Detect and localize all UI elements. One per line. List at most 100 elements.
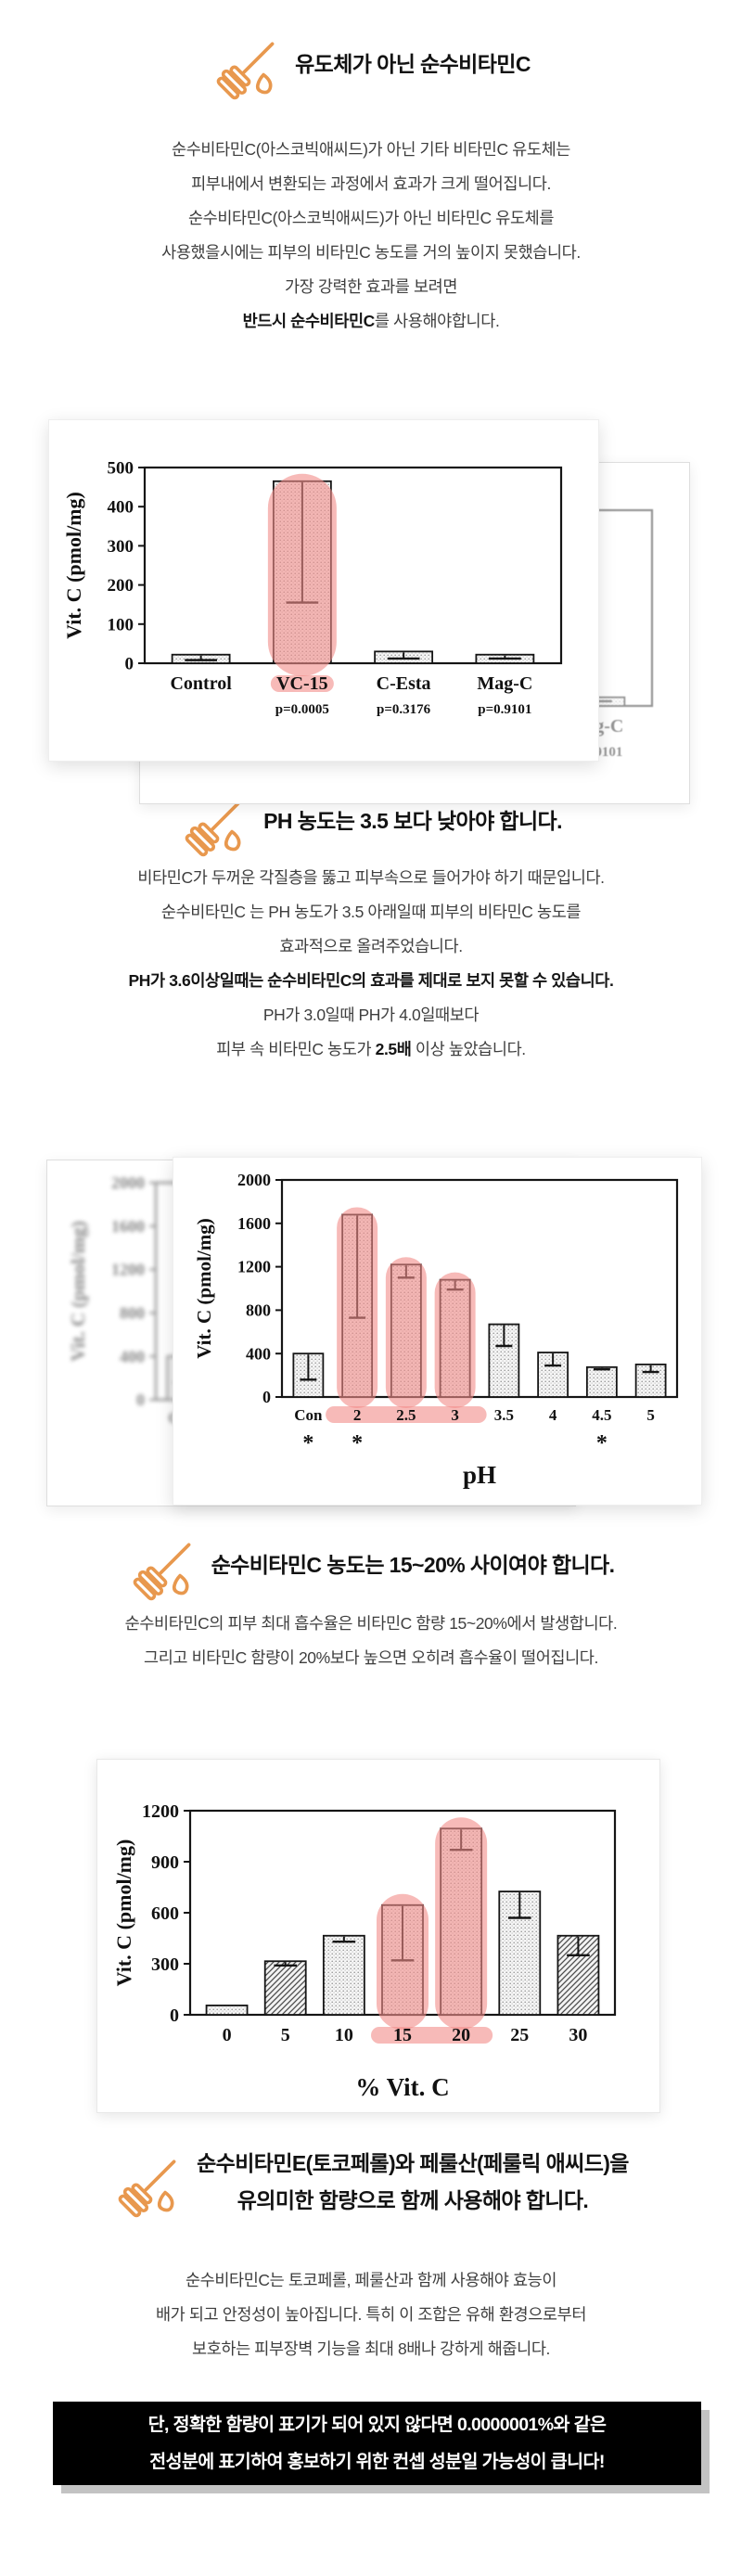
warning-line: 전성분에 표기하여 홍보하기 위한 컨셉 성분일 가능성이 큽니다! <box>149 2452 605 2472</box>
chart-3-card: 0 300 600 900 1200 Vit. C (pmol/mg) 0 5 10 15 20 25… <box>96 1759 660 2113</box>
paragraph-line: 순수비타민C는 토코페롤, 페룰산과 함께 사용해야 효능이 <box>185 2271 557 2289</box>
p-value-label: p=0.9101 <box>478 702 531 717</box>
x-tick-label: 5 <box>646 1406 655 1424</box>
paragraph-line: 사용했을시에는 피부의 비타민C 농도를 거의 높이지 못했습니다. <box>161 243 581 262</box>
significance-asterisk: * <box>302 1431 313 1455</box>
x-tick-label: 4 <box>549 1406 557 1424</box>
honey-dipper-icon <box>128 1529 200 1601</box>
y-tick-label: 1200 <box>237 1258 271 1276</box>
paragraph-line: 반드시 순수비타민C를 사용해야합니다. <box>242 312 500 330</box>
section-1-title: 유도체가 아닌 순수비타민C <box>295 45 531 83</box>
significance-asterisk: * <box>352 1431 363 1455</box>
significance-asterisk: * <box>596 1431 608 1455</box>
honey-dipper-icon <box>180 785 252 857</box>
y-tick-label: 0 <box>125 654 134 673</box>
y-tick-label: 400 <box>108 498 134 518</box>
honey-dipper-icon <box>211 28 284 100</box>
y-tick-label: 600 <box>151 1903 179 1924</box>
honey-dipper-icon <box>216 42 275 100</box>
y-tick-label: 1200 <box>111 1261 145 1279</box>
bar-highlight <box>435 1817 488 2030</box>
y-axis-label: Vit. C (pmol/mg) <box>112 1839 135 1987</box>
x-tick-label: Con <box>294 1406 323 1424</box>
x-axis-label: % Vit. C <box>355 2073 449 2101</box>
chart-1-card: 0 100 200 300 400 500 Vit. C (pmol/mg) Control V… <box>48 419 599 762</box>
bar-highlight <box>434 1272 476 1408</box>
chart-svg: 0 400 800 1200 1600 2000 Vit. C (pmol/mg) Con * 2… <box>193 1171 679 1489</box>
paragraph-line: 가장 강력한 효과를 보려면 <box>284 277 458 296</box>
y-tick-label: 800 <box>120 1304 145 1323</box>
section-title-line: 순수비타민E(토코페롤)와 페룰산(페룰릭 애씨드)을 <box>197 2151 629 2175</box>
y-tick-label: 400 <box>120 1347 145 1365</box>
y-tick-label: 300 <box>151 1954 179 1975</box>
chart-svg: 0 300 600 900 1200 Vit. C (pmol/mg) 0 5 10 15 20 25… <box>112 1801 617 2101</box>
bar-highlight <box>377 1893 429 2030</box>
paragraph-line: 순수비타민C(아스코빅애씨드)가 아닌 기타 비타민C 유도체는 <box>172 140 570 159</box>
y-tick-label: 100 <box>108 615 134 634</box>
x-tick-label: 2 <box>353 1406 362 1424</box>
x-tick-label: 15 <box>393 2025 412 2045</box>
paragraph-line: 순수비타민C 는 PH 농도가 3.5 아래일때 피부의 비타민C 농도를 <box>160 903 582 921</box>
warning-line: 단, 정확한 함량이 표기가 되어 있지 않다면 0.0000001%와 같은 <box>147 2415 607 2435</box>
x-tick-label: C-Esta <box>377 673 431 694</box>
paragraph-line: 효과적으로 올려주었습니다. <box>279 937 463 955</box>
honey-dipper-icon <box>113 2146 186 2218</box>
section-title-line: 순수비타민C 농도는 15~20% 사이여야 합니다. <box>211 1553 615 1577</box>
section-3-title: 순수비타민C 농도는 15~20% 사이여야 합니다. <box>211 1546 615 1583</box>
bar-10 <box>322 1934 365 2016</box>
y-tick-label: 0 <box>262 1388 271 1406</box>
x-tick-label: Control <box>170 673 232 694</box>
y-tick-label: 200 <box>108 576 134 596</box>
x-tick-label: 3 <box>451 1406 459 1424</box>
section-title-line: 유의미한 함량으로 함께 사용해야 합니다. <box>237 2188 589 2212</box>
y-axis-label: Vit. C (pmol/mg) <box>193 1218 215 1358</box>
x-tick-label: Mag-C <box>477 673 532 694</box>
y-tick-label: 0 <box>170 2006 179 2026</box>
x-tick-label: 20 <box>452 2025 470 2045</box>
x-tick-label: 30 <box>569 2025 587 2045</box>
warning-banner: 단, 정확한 함량이 표기가 되어 있지 않다면 0.0000001%와 같은 … <box>53 2402 701 2485</box>
y-tick-label: 300 <box>108 537 134 557</box>
y-tick-label: 900 <box>151 1852 179 1873</box>
y-tick-label: 800 <box>246 1301 271 1320</box>
x-tick-label: 2.5 <box>396 1406 416 1424</box>
y-axis-label: Vit. C (pmol/mg) <box>67 1221 89 1361</box>
honey-dipper-icon <box>185 799 243 857</box>
label-highlight <box>270 675 334 692</box>
x-tick-label: 5 <box>281 2025 290 2045</box>
label-highlight <box>371 2027 493 2044</box>
x-tick-label: 0 <box>223 2025 232 2045</box>
paragraph-line: 피부 속 비타민C 농도가 2.5배 이상 높았습니다. <box>216 1040 526 1058</box>
x-tick-label: 25 <box>510 2025 529 2045</box>
bar-5 <box>263 1960 307 2016</box>
y-tick-label: 0 <box>136 1391 145 1409</box>
y-tick-label: 2000 <box>111 1173 145 1192</box>
section-1-paragraph: 순수비타민C(아스코빅애씨드)가 아닌 기타 비타민C 유도체는 피부내에서 변환… <box>17 133 725 339</box>
x-axis-label: pH <box>463 1461 496 1489</box>
p-value-label: p=0.3176 <box>377 702 431 717</box>
paragraph-line: 배가 되고 안정성이 높아집니다. 특히 이 조합은 유해 환경으로부터 <box>155 2305 587 2324</box>
y-tick-label: 400 <box>246 1344 271 1363</box>
section-3-paragraph: 순수비타민C의 피부 최대 흡수율은 비타민C 함량 15~20%에서 발생합니… <box>17 1607 725 1675</box>
paragraph-line: 비타민C가 두꺼운 각질층을 뚫고 피부속으로 들어가야 하기 때문입니다. <box>137 868 605 887</box>
section-4-header: 순수비타민E(토코페롤)와 페룰산(페룰릭 애씨드)을 유의미한 함량으로 함께… <box>0 2145 742 2219</box>
label-highlight <box>326 1406 487 1423</box>
section-title-line: PH 농도는 3.5 보다 낮아야 합니다. <box>263 809 562 833</box>
y-tick-label: 1600 <box>237 1214 271 1233</box>
paragraph-line: PH가 3.0일때 PH가 4.0일때보다 <box>262 1006 480 1024</box>
paragraph-line: 순수비타민C의 피부 최대 흡수율은 비타민C 함량 15~20%에서 발생합니… <box>124 1614 618 1633</box>
y-axis-label: Vit. C (pmol/mg) <box>62 492 85 639</box>
x-tick-label: VC-15 <box>276 673 328 694</box>
bar-highlight <box>337 1207 378 1408</box>
chart-svg: 0 100 200 300 400 500 Vit. C (pmol/mg) Control V… <box>62 458 563 717</box>
x-tick-label: 10 <box>335 2025 353 2045</box>
honey-dipper-icon <box>133 1543 191 1601</box>
p-value-label: p=0.0005 <box>275 702 329 717</box>
section-2-title: PH 농도는 3.5 보다 낮아야 합니다. <box>263 802 562 839</box>
section-2-paragraph: 비타민C가 두꺼운 각질층을 뚫고 피부속으로 들어가야 하기 때문입니다. 순수… <box>17 861 725 1067</box>
plot-frame <box>143 466 563 665</box>
bar-4.5 <box>585 1365 618 1398</box>
section-4-title: 순수비타민E(토코페롤)와 페룰산(페룰릭 애씨드)을 유의미한 함량으로 함께… <box>197 2145 629 2219</box>
